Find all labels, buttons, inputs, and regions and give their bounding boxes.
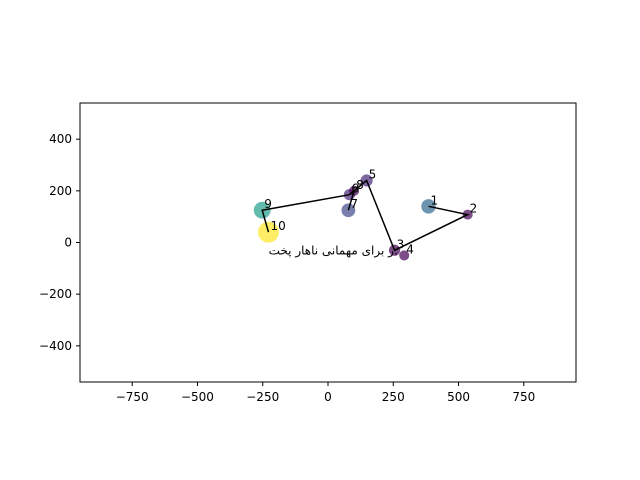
point-label: 6 [351, 182, 359, 196]
x-tick-label: 250 [382, 390, 405, 404]
point-label: 3 [397, 237, 405, 251]
y-tick-label: 400 [49, 132, 72, 146]
chart-annotation: ر برای مهمانی ناهار پخت. [269, 243, 398, 258]
point-label: 10 [270, 219, 285, 233]
y-tick-label: −400 [39, 339, 72, 353]
x-tick-label: 500 [447, 390, 470, 404]
point-label: 5 [369, 168, 377, 182]
x-tick-label: 0 [324, 390, 332, 404]
point-label: 9 [264, 197, 272, 211]
x-tick-label: −250 [246, 390, 279, 404]
chart-marks: 1 2 3 4 567 8 9 10 [253, 168, 478, 261]
x-tick-label: −500 [181, 390, 214, 404]
y-tick-label: 200 [49, 184, 72, 198]
point-label: 1 [431, 193, 439, 207]
point-label: 8 [356, 178, 364, 192]
scatter-point [341, 203, 356, 218]
connecting-line [261, 179, 470, 252]
x-tick-label: −750 [116, 390, 149, 404]
point-label: 2 [470, 202, 478, 216]
scatter-point [399, 250, 410, 261]
x-tick-label: 750 [512, 390, 535, 404]
y-axis: −400 −200 0 200 400 [39, 132, 80, 353]
point-label: 4 [406, 242, 414, 256]
x-axis: −750 −500 −250 0 250 500 750 [116, 382, 535, 404]
point-label: 7 [350, 197, 358, 211]
y-tick-label: −200 [39, 287, 72, 301]
connecting-segment [347, 190, 355, 211]
y-tick-label: 0 [64, 236, 72, 250]
